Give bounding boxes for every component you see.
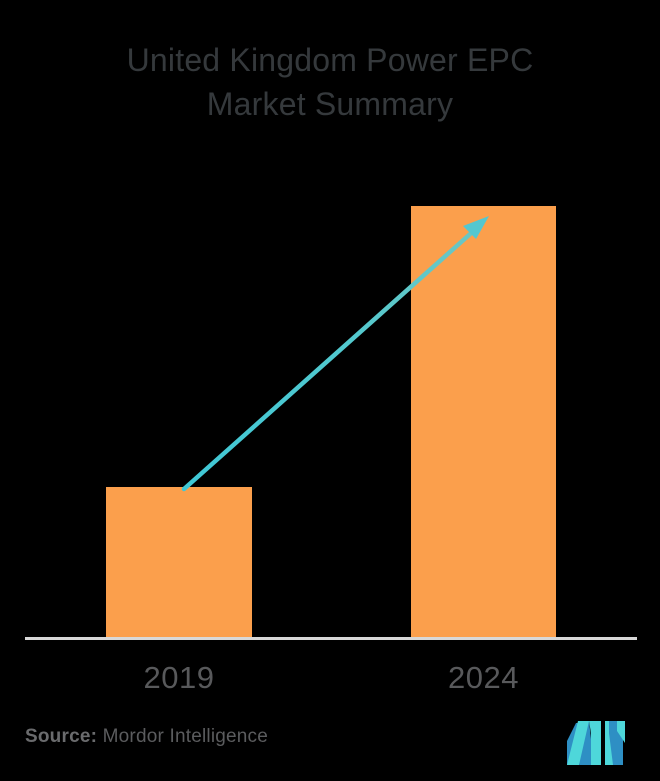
chart-title-line-2: Market Summary (206, 86, 454, 122)
growth-arrow-icon (181, 216, 489, 492)
x-axis-line (25, 637, 637, 640)
x-axis-tick-2024: 2024 (448, 660, 519, 695)
source-attribution: Source: Mordor Intelligence (25, 726, 268, 748)
chart-title-line-1: United Kingdom Power EPC (126, 42, 534, 78)
bar-2019 (106, 487, 252, 637)
plot-area: 2019 2024 (25, 206, 637, 695)
mordor-intelligence-logo-icon (567, 721, 625, 765)
x-axis-tick-2019: 2019 (143, 660, 215, 695)
bar-2024 (411, 206, 556, 637)
chart-title: United Kingdom Power EPC Market Summary (0, 38, 660, 126)
source-value: Mordor Intelligence (102, 726, 269, 747)
chart-footer: Source: Mordor Intelligence (0, 715, 660, 781)
source-label: Source: (25, 726, 98, 747)
